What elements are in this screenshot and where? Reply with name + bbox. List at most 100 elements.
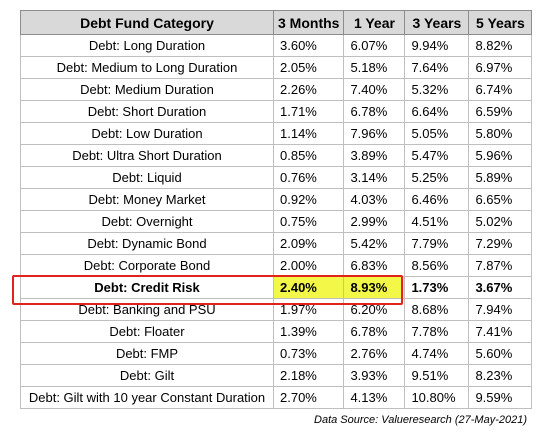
cell-3-years: 5.25%	[404, 166, 470, 189]
table-row: Debt: Ultra Short Duration 0.85% 3.89% 5.47…	[20, 144, 533, 167]
cell-3-months: 2.26%	[272, 78, 345, 101]
cell-3-months: 0.76%	[272, 166, 345, 189]
cell-5-years: 6.65%	[468, 188, 533, 211]
cell-3-months: 2.09%	[272, 232, 345, 255]
cell-category: Debt: Credit Risk	[20, 276, 274, 299]
cell-3-years: 8.68%	[404, 298, 470, 321]
cell-5-years: 8.23%	[468, 364, 533, 387]
cell-3-months: 1.71%	[272, 100, 345, 123]
cell-3-years: 7.78%	[404, 320, 470, 343]
table-row: Debt: Credit Risk 2.40% 8.93% 1.73% 3.67%	[20, 276, 533, 299]
cell-5-years: 9.59%	[468, 386, 533, 409]
cell-1-year: 6.78%	[343, 320, 406, 343]
cell-category: Debt: Gilt	[20, 364, 274, 387]
cell-1-year: 5.18%	[343, 56, 406, 79]
cell-3-years: 7.64%	[404, 56, 470, 79]
cell-1-year: 2.76%	[343, 342, 406, 365]
cell-1-year: 6.20%	[343, 298, 406, 321]
table-row: Debt: Short Duration 1.71% 6.78% 6.64% 6.59%	[20, 100, 533, 123]
cell-3-years: 1.73%	[404, 276, 470, 299]
cell-3-years: 7.79%	[404, 232, 470, 255]
cell-1-year: 3.89%	[343, 144, 406, 167]
cell-3-months: 2.18%	[272, 364, 345, 387]
cell-1-year: 3.14%	[343, 166, 406, 189]
cell-1-year: 7.96%	[343, 122, 406, 145]
cell-1-year: 5.42%	[343, 232, 406, 255]
cell-category: Debt: Floater	[20, 320, 274, 343]
cell-category: Debt: Low Duration	[20, 122, 274, 145]
cell-5-years: 3.67%	[468, 276, 533, 299]
cell-3-years: 9.94%	[404, 34, 470, 57]
cell-5-years: 5.02%	[468, 210, 533, 233]
table-row: Debt: Long Duration 3.60% 6.07% 9.94% 8.82%	[20, 34, 533, 57]
cell-3-years: 10.80%	[404, 386, 470, 409]
cell-5-years: 6.59%	[468, 100, 533, 123]
cell-3-years: 6.64%	[404, 100, 470, 123]
cell-category: Debt: Overnight	[20, 210, 274, 233]
table-row: Debt: Liquid 0.76% 3.14% 5.25% 5.89%	[20, 166, 533, 189]
cell-3-months: 1.14%	[272, 122, 345, 145]
cell-category: Debt: Corporate Bond	[20, 254, 274, 277]
cell-3-years: 4.51%	[404, 210, 470, 233]
cell-3-years: 5.32%	[404, 78, 470, 101]
debt-fund-returns-table: Debt Fund Category 3 Months 1 Year 3 Yea…	[20, 10, 533, 409]
header-1-year: 1 Year	[343, 10, 406, 35]
table-row: Debt: Floater 1.39% 6.78% 7.78% 7.41%	[20, 320, 533, 343]
cell-5-years: 5.96%	[468, 144, 533, 167]
cell-1-year: 4.13%	[343, 386, 406, 409]
table-row: Debt: Money Market 0.92% 4.03% 6.46% 6.65%	[20, 188, 533, 211]
cell-5-years: 5.80%	[468, 122, 533, 145]
cell-3-months: 1.39%	[272, 320, 345, 343]
cell-5-years: 5.89%	[468, 166, 533, 189]
cell-category: Debt: Gilt with 10 year Constant Duratio…	[20, 386, 274, 409]
cell-3-years: 5.05%	[404, 122, 470, 145]
cell-3-years: 6.46%	[404, 188, 470, 211]
cell-category: Debt: Dynamic Bond	[20, 232, 274, 255]
header-5-years: 5 Years	[468, 10, 533, 35]
header-3-years: 3 Years	[404, 10, 470, 35]
cell-1-year: 6.83%	[343, 254, 406, 277]
table-row: Debt: Low Duration 1.14% 7.96% 5.05% 5.80%	[20, 122, 533, 145]
cell-3-years: 9.51%	[404, 364, 470, 387]
cell-3-months: 2.05%	[272, 56, 345, 79]
cell-3-months: 1.97%	[272, 298, 345, 321]
cell-3-months: 2.40%	[272, 276, 345, 299]
cell-1-year: 4.03%	[343, 188, 406, 211]
cell-5-years: 6.97%	[468, 56, 533, 79]
cell-3-years: 5.47%	[404, 144, 470, 167]
table-row: Debt: FMP 0.73% 2.76% 4.74% 5.60%	[20, 342, 533, 365]
cell-5-years: 7.87%	[468, 254, 533, 277]
table-row: Debt: Gilt 2.18% 3.93% 9.51% 8.23%	[20, 364, 533, 387]
table-row: Debt: Dynamic Bond 2.09% 5.42% 7.79% 7.29%	[20, 232, 533, 255]
cell-3-years: 8.56%	[404, 254, 470, 277]
cell-category: Debt: Medium Duration	[20, 78, 274, 101]
cell-5-years: 7.94%	[468, 298, 533, 321]
cell-3-months: 2.00%	[272, 254, 345, 277]
cell-category: Debt: Liquid	[20, 166, 274, 189]
cell-3-months: 3.60%	[272, 34, 345, 57]
cell-1-year: 6.78%	[343, 100, 406, 123]
table-row: Debt: Medium Duration 2.26% 7.40% 5.32% 6.74…	[20, 78, 533, 101]
table-row: Debt: Medium to Long Duration 2.05% 5.18% 7…	[20, 56, 533, 79]
cell-category: Debt: Ultra Short Duration	[20, 144, 274, 167]
cell-5-years: 6.74%	[468, 78, 533, 101]
table-body: Debt: Long Duration 3.60% 6.07% 9.94% 8.82% D…	[20, 34, 533, 409]
table-row: Debt: Overnight 0.75% 2.99% 4.51% 5.02%	[20, 210, 533, 233]
cell-5-years: 7.41%	[468, 320, 533, 343]
cell-3-months: 0.85%	[272, 144, 345, 167]
cell-1-year: 7.40%	[343, 78, 406, 101]
cell-5-years: 8.82%	[468, 34, 533, 57]
cell-category: Debt: FMP	[20, 342, 274, 365]
cell-1-year: 6.07%	[343, 34, 406, 57]
cell-3-months: 0.73%	[272, 342, 345, 365]
cell-category: Debt: Long Duration	[20, 34, 274, 57]
header-3-months: 3 Months	[272, 10, 345, 35]
cell-5-years: 7.29%	[468, 232, 533, 255]
table-header-row: Debt Fund Category 3 Months 1 Year 3 Yea…	[20, 10, 533, 35]
cell-1-year: 3.93%	[343, 364, 406, 387]
cell-category: Debt: Short Duration	[20, 100, 274, 123]
cell-category: Debt: Money Market	[20, 188, 274, 211]
table-row: Debt: Gilt with 10 year Constant Duratio…	[20, 386, 533, 409]
cell-1-year: 2.99%	[343, 210, 406, 233]
